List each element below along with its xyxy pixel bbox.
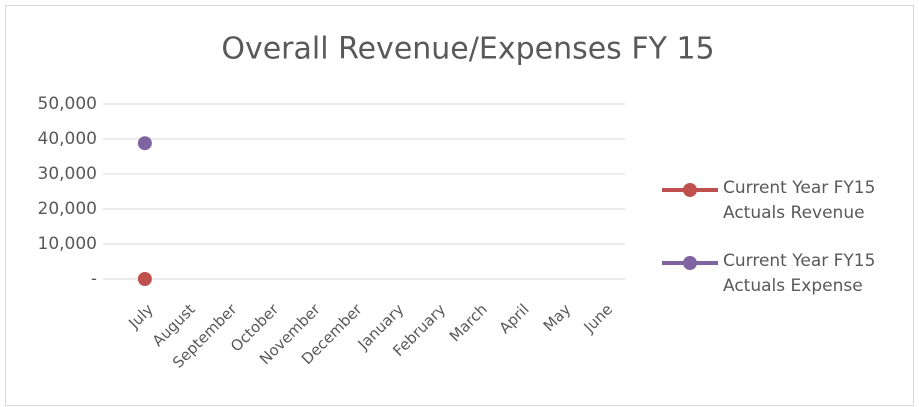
legend-marker [683, 183, 697, 197]
y-tick-label: 10,000 [38, 234, 97, 254]
y-tick-label: 50,000 [38, 94, 97, 114]
y-tick-label: 30,000 [38, 164, 97, 184]
chart-frame [5, 5, 914, 406]
chart-title: Overall Revenue/Expenses FY 15 [221, 32, 714, 67]
data-point [137, 272, 152, 286]
y-tick-label: 40,000 [38, 129, 97, 149]
y-tick-label: 20,000 [38, 199, 97, 219]
legend-marker [683, 256, 697, 270]
legend-label: Current Year FY15 Actuals Expense [723, 251, 876, 296]
data-point [137, 136, 152, 151]
y-tick-label: - [91, 269, 97, 289]
legend-label: Current Year FY15 Actuals Revenue [723, 178, 876, 223]
